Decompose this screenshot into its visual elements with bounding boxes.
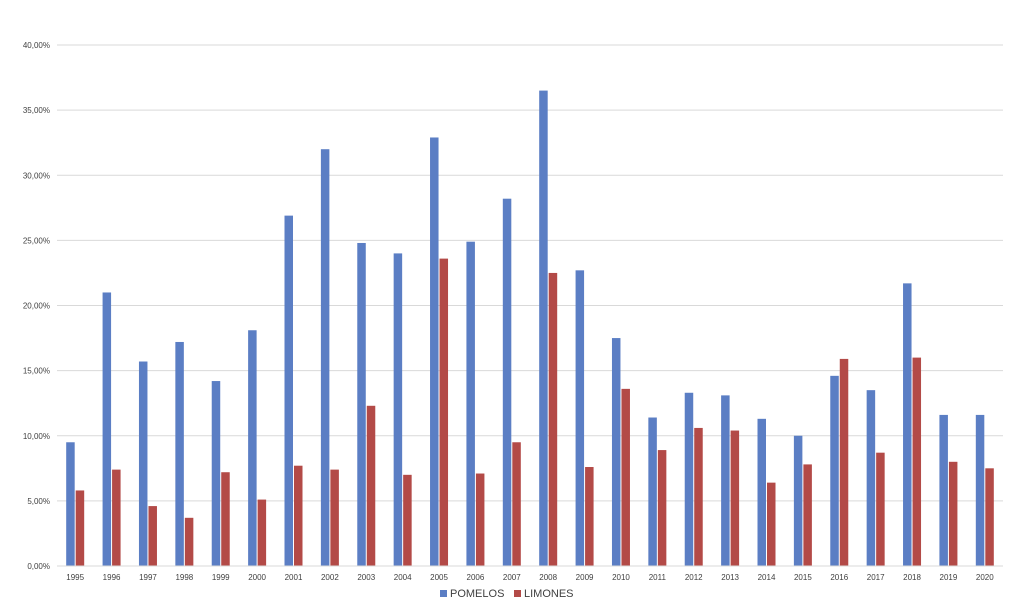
bar-limones-1996: LIMONES 1996: 7.4 [112, 469, 121, 566]
bar-pomelos-1998: POMELOS 1998: 17.2 [175, 341, 184, 566]
bar-limones-2013: LIMONES 2013: 10.4 [730, 430, 740, 566]
bar-pomelos-2015: POMELOS 2015: 10 [793, 435, 803, 566]
x-tick-label: 2013 [721, 573, 739, 582]
legend-label-pomelos: POMELOS [450, 588, 504, 600]
x-tick-label: 2017 [867, 573, 885, 582]
bars: POMELOS 1995: 9.5LIMONES 1995: 5.8 POMELO… [66, 90, 994, 567]
x-tick-label: 1998 [175, 573, 193, 582]
bar-pomelos-2000: POMELOS 2000: 18.1 [248, 330, 257, 566]
bar-limones-2018: LIMONES 2018: 16 [912, 357, 922, 566]
bar-limones-2010: LIMONES 2010: 13.6 [621, 388, 630, 566]
bar-pomelos-2017: POMELOS 2017: 13.5 [866, 390, 876, 566]
y-tick-label: 35,00% [23, 106, 50, 115]
y-tick-label: 40,00% [23, 41, 50, 50]
bar-limones-2006: LIMONES 2006: 7.1 [475, 473, 485, 566]
bar-pomelos-2010: POMELOS 2010: 17.5 [611, 338, 621, 566]
y-tick-label: 5,00% [27, 497, 50, 506]
y-tick-label: 15,00% [23, 367, 50, 376]
x-tick-label: 2011 [649, 573, 667, 582]
x-tick-label: 2009 [576, 573, 594, 582]
y-tick-label: 25,00% [23, 236, 50, 245]
legend-swatch-limones [514, 590, 521, 597]
bar-limones-1995: LIMONES 1995: 5.8 [75, 490, 85, 566]
bar-pomelos-2007: POMELOS 2007: 28.2 [502, 198, 512, 566]
bar-pomelos-1996: POMELOS 1996: 21 [102, 292, 112, 566]
bar-limones-2012: LIMONES 2012: 10.6 [694, 427, 703, 566]
x-tick-label: 2014 [758, 573, 776, 582]
x-tick-label: 2002 [321, 573, 339, 582]
bar-limones-2016: LIMONES 2016: 15.9 [839, 358, 849, 566]
bar-pomelos-1997: POMELOS 1997: 15.7 [138, 361, 148, 566]
y-axis-ticks: 0,00% 5,00% 10,00% 15,00% 20,00% 25,00% 30,00%… [23, 41, 50, 571]
bar-pomelos-1999: POMELOS 1999: 14.2 [211, 381, 221, 566]
bar-limones-2004: LIMONES 2004: 7 [403, 474, 412, 566]
bar-pomelos-2005: POMELOS 2005: 32.9 [430, 137, 439, 567]
x-tick-label: 2016 [830, 573, 848, 582]
bar-limones-2017: LIMONES 2017: 8.7 [876, 452, 885, 566]
x-tick-label: 2000 [248, 573, 266, 582]
bar-pomelos-2014: POMELOS 2014: 11.3 [757, 418, 766, 566]
legend-label-limones: LIMONES [524, 588, 574, 600]
bar-limones-2008: LIMONES 2008: 22.5 [548, 272, 558, 566]
x-tick-label: 1999 [212, 573, 230, 582]
x-tick-label: 2018 [903, 573, 921, 582]
y-tick-label: 0,00% [27, 562, 50, 571]
bar-pomelos-2008: POMELOS 2008: 36.5 [539, 90, 548, 567]
bar-pomelos-1995: POMELOS 1995: 9.5 [66, 442, 75, 566]
bar-pomelos-2020: POMELOS 2020: 11.6 [975, 414, 985, 566]
bar-pomelos-2009: POMELOS 2009: 22.7 [575, 270, 585, 566]
bar-pomelos-2018: POMELOS 2018: 21.7 [903, 283, 912, 566]
bar-limones-2005: LIMONES 2005: 23.6 [439, 258, 449, 566]
x-tick-label: 2015 [794, 573, 812, 582]
bar-pomelos-2013: POMELOS 2013: 13.1 [721, 395, 730, 566]
bar-limones-2015: LIMONES 2015: 7.8 [803, 464, 812, 566]
x-tick-label: 2019 [940, 573, 958, 582]
bar-limones-2014: LIMONES 2014: 6.4 [767, 482, 776, 566]
x-tick-label: 1996 [103, 573, 121, 582]
bar-limones-2001: LIMONES 2001: 7.7 [294, 465, 303, 566]
bar-limones-2019: LIMONES 2019: 8 [948, 461, 958, 566]
x-tick-label: 1997 [139, 573, 157, 582]
x-tick-label: 2007 [503, 573, 521, 582]
bar-limones-1999: LIMONES 1999: 7.2 [221, 472, 230, 566]
x-tick-label: 1995 [66, 573, 84, 582]
x-tick-label: 2006 [467, 573, 485, 582]
x-tick-label: 2012 [685, 573, 703, 582]
bar-pomelos-2002: POMELOS 2002: 32 [320, 149, 330, 566]
bar-pomelos-2012: POMELOS 2012: 13.3 [684, 392, 694, 566]
x-tick-label: 2010 [612, 573, 630, 582]
bar-pomelos-2019: POMELOS 2019: 11.6 [939, 414, 948, 566]
legend: POMELOS LIMONES [440, 588, 574, 600]
bar-limones-2003: LIMONES 2003: 12.3 [366, 405, 376, 566]
y-tick-label: 10,00% [23, 432, 50, 441]
bar-limones-2011: LIMONES 2011: 8.9 [657, 450, 667, 566]
bar-limones-2020: LIMONES 2020: 7.5 [985, 468, 994, 566]
bar-pomelos-2001: POMELOS 2001: 26.9 [284, 215, 293, 566]
bar-pomelos-2016: POMELOS 2016: 14.6 [830, 375, 839, 566]
x-axis-ticks: 1995 1996 1997 1998 1999 2000 2001 2002 2003 2004… [66, 573, 994, 582]
x-tick-label: 2003 [357, 573, 375, 582]
gridlines [57, 44, 1003, 502]
bar-limones-2007: LIMONES 2007: 9.5 [512, 442, 521, 566]
bar-limones-1998: LIMONES 1998: 3.7 [184, 517, 194, 566]
bar-pomelos-2006: POMELOS 2006: 24.9 [466, 241, 475, 567]
bar-limones-2000: LIMONES 2000: 5.1 [257, 499, 267, 566]
bar-pomelos-2003: POMELOS 2003: 24.8 [357, 242, 366, 567]
bar-limones-2002: LIMONES 2002: 7.4 [330, 469, 339, 566]
bar-limones-2009: LIMONES 2009: 7.6 [585, 467, 594, 566]
x-tick-label: 2001 [285, 573, 303, 582]
bar-pomelos-2011: POMELOS 2011: 11.4 [648, 417, 657, 566]
x-tick-label: 2020 [976, 573, 994, 582]
bar-limones-1997: LIMONES 1997: 4.6 [148, 506, 157, 566]
legend-swatch-pomelos [440, 590, 447, 597]
bar-pomelos-2004: POMELOS 2004: 24 [393, 253, 403, 566]
x-tick-label: 2005 [430, 573, 448, 582]
x-tick-label: 2008 [539, 573, 557, 582]
x-tick-label: 2004 [394, 573, 412, 582]
y-tick-label: 30,00% [23, 171, 50, 180]
y-tick-label: 20,00% [23, 302, 50, 311]
